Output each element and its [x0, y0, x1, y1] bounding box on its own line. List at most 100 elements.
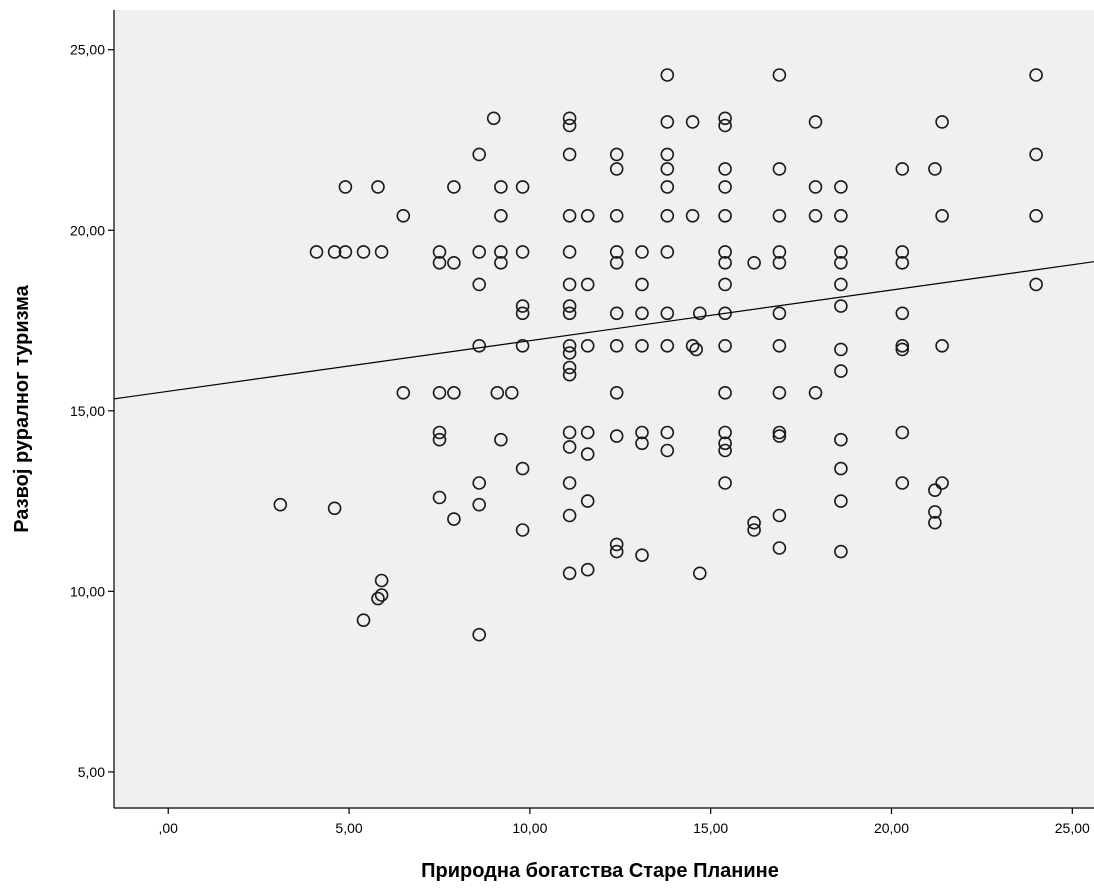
- data-point: [609, 209, 624, 223]
- data-point: [472, 338, 487, 353]
- data-point: [432, 432, 447, 447]
- data-point: [432, 425, 447, 440]
- data-point: [515, 245, 530, 259]
- data-point: [1029, 68, 1043, 82]
- data-point: [515, 461, 530, 476]
- data-point: [660, 245, 675, 259]
- y-tick-label: 10,00: [70, 583, 105, 599]
- data-point: [834, 432, 848, 447]
- data-point: [718, 338, 732, 353]
- data-point: [515, 338, 530, 353]
- data-point: [895, 255, 910, 270]
- data-point: [562, 566, 577, 581]
- data-point: [834, 180, 848, 194]
- data-point: [309, 245, 324, 259]
- points-layer: [273, 68, 1043, 642]
- data-point: [432, 245, 447, 259]
- x-tick-label: 15,00: [693, 820, 728, 836]
- data-point: [808, 180, 823, 194]
- data-point: [660, 338, 675, 353]
- data-point: [635, 245, 649, 259]
- data-point: [472, 627, 487, 642]
- data-point: [494, 255, 508, 270]
- x-tick-label: 5,00: [335, 820, 362, 836]
- data-point: [562, 111, 577, 126]
- data-point: [515, 180, 530, 194]
- ticks-layer: ,00 5,00 10,00 15,00 20,00 25,00 5,00 10,00 15,0…: [70, 42, 1090, 836]
- data-point: [935, 115, 949, 129]
- data-point: [494, 209, 508, 223]
- data-point: [660, 147, 675, 162]
- data-point: [834, 342, 848, 357]
- data-point: [609, 537, 624, 552]
- data-point: [808, 209, 823, 223]
- data-point: [834, 364, 848, 378]
- data-point: [562, 508, 577, 523]
- data-point: [374, 573, 389, 588]
- data-point: [609, 544, 624, 559]
- data-point: [356, 613, 371, 628]
- data-point: [660, 425, 675, 440]
- data-point: [374, 245, 389, 259]
- data-point: [772, 508, 787, 523]
- data-point: [515, 306, 530, 321]
- data-point: [718, 180, 732, 194]
- plot-area: [114, 10, 1094, 808]
- data-point: [692, 306, 707, 321]
- data-point: [447, 180, 461, 194]
- data-point: [718, 245, 732, 259]
- data-point: [356, 245, 371, 259]
- data-point: [490, 385, 505, 400]
- data-point: [772, 209, 787, 223]
- data-point: [685, 115, 700, 129]
- data-point: [447, 385, 461, 400]
- data-point: [635, 548, 649, 563]
- data-point: [327, 501, 342, 516]
- data-point: [562, 360, 577, 375]
- data-point: [685, 209, 700, 223]
- data-point: [580, 338, 595, 353]
- data-point: [562, 425, 577, 440]
- data-point: [338, 180, 353, 194]
- y-tick-label: 15,00: [70, 403, 105, 419]
- data-point: [718, 162, 732, 176]
- data-point: [834, 277, 848, 292]
- data-point: [562, 476, 577, 490]
- data-point: [635, 425, 649, 440]
- data-point: [718, 476, 732, 490]
- data-point: [895, 338, 910, 353]
- data-point: [718, 277, 732, 292]
- data-point: [834, 299, 848, 313]
- data-point: [895, 425, 910, 440]
- data-point: [718, 111, 732, 126]
- data-point: [660, 68, 675, 82]
- data-point: [772, 245, 787, 259]
- x-tick-label: 25,00: [1055, 820, 1090, 836]
- data-point: [660, 180, 675, 194]
- data-point: [834, 245, 848, 259]
- data-point: [772, 338, 787, 353]
- data-point: [772, 162, 787, 176]
- data-point: [447, 255, 461, 270]
- data-point: [718, 436, 732, 451]
- data-point: [772, 429, 787, 443]
- data-point: [685, 338, 700, 353]
- y-tick-label: 20,00: [70, 222, 105, 238]
- data-point: [834, 461, 848, 476]
- data-point: [472, 245, 487, 259]
- data-point: [718, 209, 732, 223]
- data-point: [718, 443, 732, 458]
- data-point: [635, 338, 649, 353]
- data-point: [486, 111, 501, 126]
- data-point: [928, 483, 942, 498]
- data-point: [580, 277, 595, 292]
- data-point: [494, 432, 508, 447]
- data-point: [562, 118, 577, 133]
- data-point: [660, 209, 675, 223]
- data-point: [834, 494, 848, 508]
- data-point: [432, 385, 447, 400]
- data-point: [660, 115, 675, 129]
- x-tick-label: 10,00: [512, 820, 547, 836]
- data-point: [772, 541, 787, 555]
